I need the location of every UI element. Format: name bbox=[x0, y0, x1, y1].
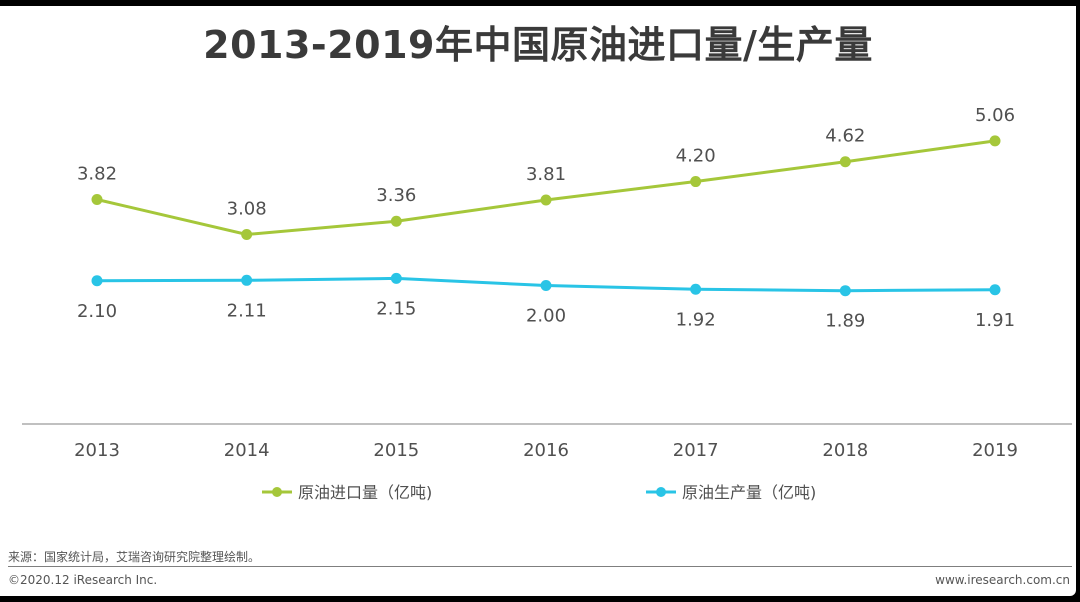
data-point-production-2015 bbox=[390, 272, 402, 284]
data-label-production-2018: 1.89 bbox=[825, 311, 865, 332]
data-label-production-2016: 2.00 bbox=[526, 306, 566, 327]
data-label-import-2013: 3.82 bbox=[77, 164, 117, 185]
x-tick-label-2014: 2014 bbox=[224, 440, 270, 461]
slide-card: 2013-2019年中国原油进口量/生产量 bbox=[0, 6, 1076, 596]
data-label-import-2017: 4.20 bbox=[676, 146, 716, 167]
x-tick-label-2016: 2016 bbox=[523, 440, 569, 461]
footer-divider bbox=[8, 566, 1072, 567]
data-labels: 3.82 3.08 3.36 3.81 4.20 4.62 5.06 2.10 2.11 2.15… bbox=[77, 105, 1015, 332]
data-point-import-2014 bbox=[241, 228, 253, 240]
website-link[interactable]: www.iresearch.com.cn bbox=[935, 573, 1070, 587]
data-label-import-2018: 4.62 bbox=[825, 126, 865, 147]
data-point-import-2015 bbox=[390, 215, 402, 227]
data-point-production-2016 bbox=[540, 280, 552, 291]
source-note: 来源：国家统计局，艾瑞咨询研究院整理绘制。 bbox=[8, 550, 261, 564]
x-tick-label-2019: 2019 bbox=[972, 440, 1018, 461]
data-point-import-2013 bbox=[91, 194, 103, 206]
series-line-import bbox=[96, 139, 996, 236]
legend-marker-production bbox=[656, 487, 666, 497]
data-label-import-2014: 3.08 bbox=[227, 198, 267, 219]
data-point-production-2018 bbox=[839, 285, 851, 297]
data-point-import-2019 bbox=[989, 135, 1001, 147]
data-label-production-2015: 2.15 bbox=[376, 298, 416, 319]
data-label-production-2014: 2.11 bbox=[227, 300, 267, 321]
data-point-import-2016 bbox=[540, 194, 552, 206]
data-point-import-2017 bbox=[690, 176, 702, 188]
data-label-import-2019: 5.06 bbox=[975, 105, 1015, 126]
series-points bbox=[91, 135, 1001, 297]
copyright-text: ©2020.12 iResearch Inc. bbox=[8, 573, 158, 587]
x-tick-label-2013: 2013 bbox=[74, 440, 120, 461]
line-chart: 2013 2014 2015 2016 2017 2018 2019 3.82 3.08 3.3… bbox=[22, 105, 1072, 502]
legend-label-production: 原油生产量（亿吨) bbox=[682, 483, 816, 502]
data-label-production-2013: 2.10 bbox=[77, 301, 117, 322]
x-tick-label-2018: 2018 bbox=[822, 440, 868, 461]
data-label-import-2016: 3.81 bbox=[526, 164, 566, 185]
data-point-import-2018 bbox=[839, 156, 851, 168]
data-point-production-2014 bbox=[241, 274, 253, 286]
chart-title: 2013-2019年中国原油进口量/生产量 bbox=[203, 23, 873, 67]
legend-label-import: 原油进口量（亿吨) bbox=[298, 483, 432, 502]
x-tick-label-2015: 2015 bbox=[373, 440, 419, 461]
x-axis-ticks: 2013 2014 2015 2016 2017 2018 2019 bbox=[74, 440, 1018, 461]
data-label-production-2017: 1.92 bbox=[676, 309, 716, 330]
legend-marker-import bbox=[272, 487, 282, 497]
data-point-production-2019 bbox=[989, 284, 1001, 296]
data-label-production-2019: 1.91 bbox=[975, 310, 1015, 331]
data-point-production-2013 bbox=[91, 275, 103, 287]
x-tick-label-2017: 2017 bbox=[673, 440, 719, 461]
legend: 原油进口量（亿吨) 原油生产量（亿吨) bbox=[262, 483, 816, 502]
data-label-import-2015: 3.36 bbox=[376, 185, 416, 206]
data-point-production-2017 bbox=[690, 283, 702, 295]
